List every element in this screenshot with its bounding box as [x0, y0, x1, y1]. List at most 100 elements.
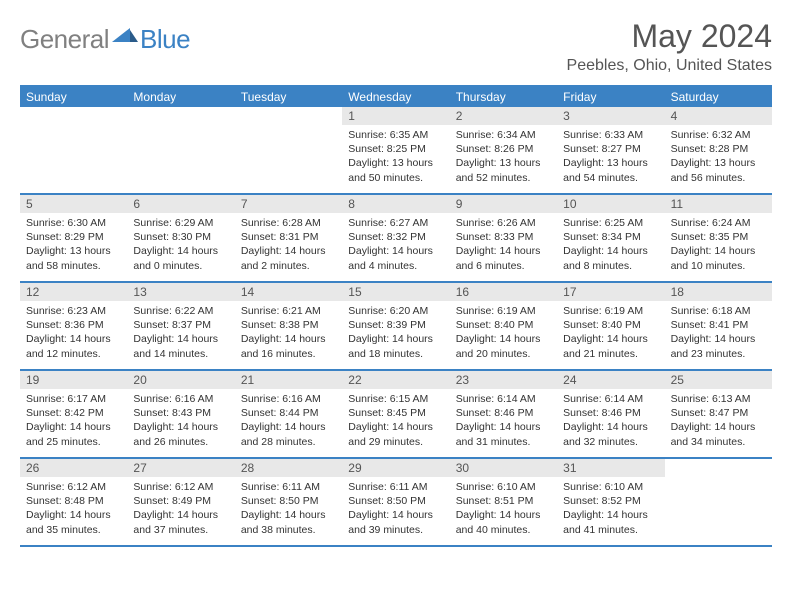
calendar: Sunday Monday Tuesday Wednesday Thursday… — [0, 85, 792, 547]
sunset-text: Sunset: 8:28 PM — [671, 142, 766, 156]
daylight-text-1: Daylight: 13 hours — [348, 156, 443, 170]
sunrise-text: Sunrise: 6:14 AM — [456, 392, 551, 406]
daylight-text-1: Daylight: 14 hours — [563, 420, 658, 434]
weekday-header-row: Sunday Monday Tuesday Wednesday Thursday… — [20, 85, 772, 107]
day-number: 3 — [557, 107, 664, 125]
day-number: 9 — [450, 195, 557, 213]
day-number: 8 — [342, 195, 449, 213]
day-cell: 2Sunrise: 6:34 AMSunset: 8:26 PMDaylight… — [450, 107, 557, 193]
day-content: Sunrise: 6:18 AMSunset: 8:41 PMDaylight:… — [665, 301, 772, 364]
day-number: 12 — [20, 283, 127, 301]
daylight-text-1: Daylight: 14 hours — [241, 332, 336, 346]
weekday-monday: Monday — [127, 87, 234, 107]
sunset-text: Sunset: 8:33 PM — [456, 230, 551, 244]
daylight-text-2: and 0 minutes. — [133, 259, 228, 273]
day-content: Sunrise: 6:14 AMSunset: 8:46 PMDaylight:… — [557, 389, 664, 452]
day-cell: 13Sunrise: 6:22 AMSunset: 8:37 PMDayligh… — [127, 283, 234, 369]
sunrise-text: Sunrise: 6:24 AM — [671, 216, 766, 230]
day-cell: 18Sunrise: 6:18 AMSunset: 8:41 PMDayligh… — [665, 283, 772, 369]
sunrise-text: Sunrise: 6:21 AM — [241, 304, 336, 318]
day-cell: 3Sunrise: 6:33 AMSunset: 8:27 PMDaylight… — [557, 107, 664, 193]
daylight-text-2: and 34 minutes. — [671, 435, 766, 449]
day-cell: 15Sunrise: 6:20 AMSunset: 8:39 PMDayligh… — [342, 283, 449, 369]
daylight-text-1: Daylight: 14 hours — [456, 332, 551, 346]
daylight-text-2: and 40 minutes. — [456, 523, 551, 537]
day-content: Sunrise: 6:10 AMSunset: 8:51 PMDaylight:… — [450, 477, 557, 540]
sunrise-text: Sunrise: 6:10 AM — [456, 480, 551, 494]
sunrise-text: Sunrise: 6:14 AM — [563, 392, 658, 406]
day-number: 26 — [20, 459, 127, 477]
sunset-text: Sunset: 8:40 PM — [563, 318, 658, 332]
day-content: Sunrise: 6:16 AMSunset: 8:43 PMDaylight:… — [127, 389, 234, 452]
daylight-text-1: Daylight: 13 hours — [456, 156, 551, 170]
sunset-text: Sunset: 8:47 PM — [671, 406, 766, 420]
daylight-text-2: and 41 minutes. — [563, 523, 658, 537]
day-cell: 7Sunrise: 6:28 AMSunset: 8:31 PMDaylight… — [235, 195, 342, 281]
sunrise-text: Sunrise: 6:19 AM — [456, 304, 551, 318]
daylight-text-1: Daylight: 14 hours — [456, 244, 551, 258]
day-number: 29 — [342, 459, 449, 477]
day-cell: 17Sunrise: 6:19 AMSunset: 8:40 PMDayligh… — [557, 283, 664, 369]
day-content: Sunrise: 6:16 AMSunset: 8:44 PMDaylight:… — [235, 389, 342, 452]
sunset-text: Sunset: 8:31 PM — [241, 230, 336, 244]
day-number: 2 — [450, 107, 557, 125]
daylight-text-1: Daylight: 14 hours — [241, 508, 336, 522]
daylight-text-2: and 6 minutes. — [456, 259, 551, 273]
sunset-text: Sunset: 8:30 PM — [133, 230, 228, 244]
day-cell — [235, 107, 342, 193]
sunset-text: Sunset: 8:25 PM — [348, 142, 443, 156]
day-content: Sunrise: 6:26 AMSunset: 8:33 PMDaylight:… — [450, 213, 557, 276]
weekday-wednesday: Wednesday — [342, 87, 449, 107]
sunrise-text: Sunrise: 6:28 AM — [241, 216, 336, 230]
day-number: 23 — [450, 371, 557, 389]
day-number: 1 — [342, 107, 449, 125]
daylight-text-2: and 39 minutes. — [348, 523, 443, 537]
day-content: Sunrise: 6:25 AMSunset: 8:34 PMDaylight:… — [557, 213, 664, 276]
daylight-text-1: Daylight: 14 hours — [133, 508, 228, 522]
sunset-text: Sunset: 8:51 PM — [456, 494, 551, 508]
day-cell: 30Sunrise: 6:10 AMSunset: 8:51 PMDayligh… — [450, 459, 557, 545]
daylight-text-2: and 52 minutes. — [456, 171, 551, 185]
day-cell: 20Sunrise: 6:16 AMSunset: 8:43 PMDayligh… — [127, 371, 234, 457]
sunrise-text: Sunrise: 6:25 AM — [563, 216, 658, 230]
daylight-text-2: and 29 minutes. — [348, 435, 443, 449]
daylight-text-1: Daylight: 14 hours — [671, 332, 766, 346]
day-number: 21 — [235, 371, 342, 389]
sunrise-text: Sunrise: 6:30 AM — [26, 216, 121, 230]
weekday-friday: Friday — [557, 87, 664, 107]
weekday-saturday: Saturday — [665, 87, 772, 107]
day-number: 11 — [665, 195, 772, 213]
day-content: Sunrise: 6:20 AMSunset: 8:39 PMDaylight:… — [342, 301, 449, 364]
sunset-text: Sunset: 8:41 PM — [671, 318, 766, 332]
sunset-text: Sunset: 8:32 PM — [348, 230, 443, 244]
sunrise-text: Sunrise: 6:20 AM — [348, 304, 443, 318]
sunset-text: Sunset: 8:27 PM — [563, 142, 658, 156]
day-cell: 27Sunrise: 6:12 AMSunset: 8:49 PMDayligh… — [127, 459, 234, 545]
sunset-text: Sunset: 8:35 PM — [671, 230, 766, 244]
week-row: 26Sunrise: 6:12 AMSunset: 8:48 PMDayligh… — [20, 459, 772, 547]
daylight-text-1: Daylight: 14 hours — [133, 244, 228, 258]
sunset-text: Sunset: 8:50 PM — [241, 494, 336, 508]
day-content: Sunrise: 6:30 AMSunset: 8:29 PMDaylight:… — [20, 213, 127, 276]
day-cell: 12Sunrise: 6:23 AMSunset: 8:36 PMDayligh… — [20, 283, 127, 369]
sunset-text: Sunset: 8:50 PM — [348, 494, 443, 508]
day-number: 4 — [665, 107, 772, 125]
day-number: 20 — [127, 371, 234, 389]
day-cell: 8Sunrise: 6:27 AMSunset: 8:32 PMDaylight… — [342, 195, 449, 281]
header: General Blue May 2024 Peebles, Ohio, Uni… — [0, 0, 792, 85]
day-content: Sunrise: 6:32 AMSunset: 8:28 PMDaylight:… — [665, 125, 772, 188]
sunset-text: Sunset: 8:46 PM — [563, 406, 658, 420]
day-cell: 1Sunrise: 6:35 AMSunset: 8:25 PMDaylight… — [342, 107, 449, 193]
day-content: Sunrise: 6:12 AMSunset: 8:48 PMDaylight:… — [20, 477, 127, 540]
weekday-thursday: Thursday — [450, 87, 557, 107]
day-cell: 29Sunrise: 6:11 AMSunset: 8:50 PMDayligh… — [342, 459, 449, 545]
day-number: 7 — [235, 195, 342, 213]
daylight-text-1: Daylight: 13 hours — [671, 156, 766, 170]
daylight-text-1: Daylight: 14 hours — [241, 420, 336, 434]
sunset-text: Sunset: 8:36 PM — [26, 318, 121, 332]
day-content: Sunrise: 6:12 AMSunset: 8:49 PMDaylight:… — [127, 477, 234, 540]
daylight-text-2: and 16 minutes. — [241, 347, 336, 361]
daylight-text-2: and 14 minutes. — [133, 347, 228, 361]
day-number: 17 — [557, 283, 664, 301]
weekday-sunday: Sunday — [20, 87, 127, 107]
